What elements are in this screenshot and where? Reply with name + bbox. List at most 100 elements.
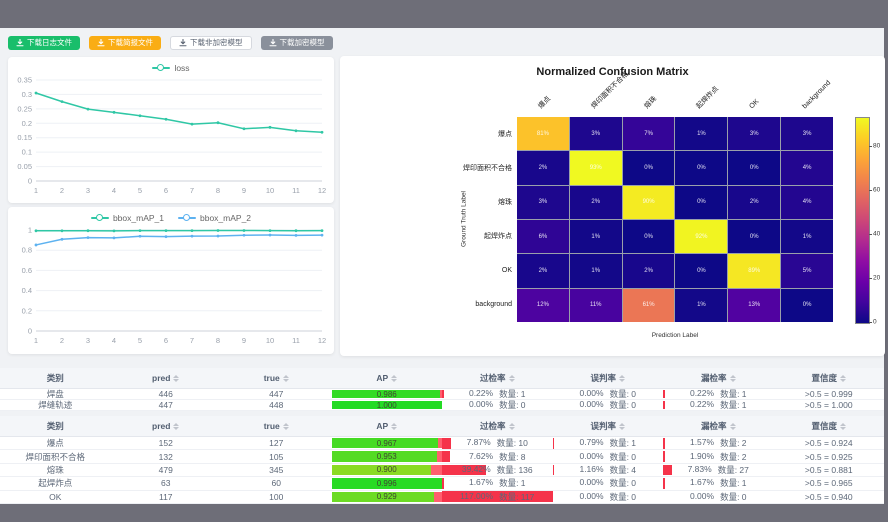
ap-value: 0.900 bbox=[376, 465, 397, 475]
sort-icon[interactable] bbox=[619, 374, 625, 382]
ap-bar bbox=[331, 491, 435, 502]
svg-text:0.05: 0.05 bbox=[17, 162, 32, 171]
metric-tables: 类别 pred true AP 过检率 误判率 漏检率 置信度 焊盘 446 447 0.986 0.2… bbox=[0, 368, 884, 509]
rate-percent: 0.00% bbox=[579, 490, 604, 501]
sort-icon[interactable] bbox=[729, 374, 736, 382]
cm-cell-0-5: 3% bbox=[781, 117, 833, 151]
header-AP[interactable]: AP bbox=[332, 416, 443, 436]
rate-count: 数量: 2 bbox=[720, 451, 747, 462]
toolbar: 下载日志文件 下载简报文件 下载非加密模型 下载加密模型 bbox=[8, 36, 333, 50]
svg-text:0.6: 0.6 bbox=[22, 266, 32, 275]
cm-cell-4-5: 5% bbox=[781, 254, 833, 288]
cm-col-label: 起焊炸点 bbox=[695, 85, 721, 111]
header-true[interactable]: true bbox=[221, 416, 332, 436]
ap-remainder-bar bbox=[436, 451, 442, 462]
cm-cell-3-4: 0% bbox=[728, 219, 781, 254]
header-AP[interactable]: AP bbox=[332, 368, 443, 388]
svg-text:9: 9 bbox=[242, 186, 246, 195]
confidence-cell: >0.5 = 0.940 bbox=[804, 491, 853, 502]
cm-cell-1-3: 0% bbox=[675, 151, 728, 185]
header-true[interactable]: true bbox=[221, 368, 332, 388]
svg-text:0: 0 bbox=[28, 177, 32, 186]
rate-percent: 1.67% bbox=[468, 477, 494, 488]
rate-bar bbox=[663, 400, 665, 410]
overkill-cell: 7.62% 数量: 8 bbox=[442, 450, 553, 463]
header-过检率[interactable]: 过检率 bbox=[442, 368, 553, 388]
download-button-4[interactable]: 下载加密模型 bbox=[260, 36, 333, 50]
download-button-3[interactable]: 下载非加密模型 bbox=[170, 36, 252, 50]
cm-colorbar-tick-label: 60 bbox=[873, 186, 881, 194]
cm-cell-4-3: 0% bbox=[675, 254, 728, 288]
rate-bar bbox=[552, 437, 554, 449]
legend-item-loss[interactable]: loss bbox=[152, 63, 190, 73]
download-icon bbox=[268, 39, 277, 47]
cm-cell-2-4: 2% bbox=[728, 185, 781, 219]
header-漏检率[interactable]: 漏检率 bbox=[663, 368, 774, 388]
rate-count: 数量: 10 bbox=[496, 438, 528, 449]
download-button-1[interactable]: 下载日志文件 bbox=[8, 36, 80, 50]
header-过检率[interactable]: 过检率 bbox=[442, 416, 553, 436]
rate-percent: 0.00% bbox=[468, 400, 494, 409]
svg-text:11: 11 bbox=[292, 186, 300, 195]
misjudge-cell: 1.16% 数量: 4 bbox=[552, 463, 664, 476]
rate-count: 数量: 0 bbox=[609, 389, 637, 399]
sort-icon[interactable] bbox=[619, 422, 625, 430]
svg-text:5: 5 bbox=[138, 336, 142, 345]
cm-row-label: OK bbox=[501, 267, 512, 275]
header-pred[interactable]: pred bbox=[111, 416, 222, 436]
miss-cell: 7.83% 数量: 27 bbox=[663, 464, 774, 476]
detail-table: 类别 pred true AP 过检率 误判率 漏检率 置信度 爆点 152 127 0.967 7.8… bbox=[0, 416, 884, 504]
cm-cell-2-3: 0% bbox=[675, 185, 728, 219]
rate-bar bbox=[663, 451, 666, 463]
legend-item-bbox_mAP_1[interactable]: bbox_mAP_1 bbox=[90, 213, 164, 223]
miss-cell: 0.00% 数量: 0 bbox=[663, 491, 774, 503]
svg-text:7: 7 bbox=[190, 336, 194, 345]
rate-value: 1.67% 数量: 1 bbox=[690, 477, 747, 489]
header-label: 置信度 bbox=[811, 373, 837, 383]
sort-icon[interactable] bbox=[173, 374, 180, 382]
cm-cell-0-0: 81% bbox=[517, 117, 569, 151]
download-button-2[interactable]: 下载简报文件 bbox=[89, 36, 161, 50]
rate-value: 7.87% 数量: 10 bbox=[467, 437, 528, 449]
rate-bar bbox=[552, 464, 554, 476]
summary-table: 类别 pred true AP 过检率 误判率 漏检率 置信度 焊盘 446 447 0.986 0.2… bbox=[0, 368, 884, 411]
cm-col-label: OK bbox=[748, 98, 761, 111]
header-漏检率[interactable]: 漏检率 bbox=[663, 416, 774, 436]
cm-row-label: 焊印面积不合格 bbox=[463, 164, 512, 172]
sort-icon[interactable] bbox=[840, 374, 846, 382]
legend-item-bbox_mAP_2[interactable]: bbox_mAP_2 bbox=[178, 213, 251, 223]
sort-icon[interactable] bbox=[840, 422, 846, 430]
sort-icon[interactable] bbox=[508, 374, 515, 382]
loss-legend-icon bbox=[152, 64, 171, 72]
download-icon bbox=[16, 39, 24, 47]
table-header-row: 类别 pred true AP 过检率 误判率 漏检率 置信度 bbox=[0, 416, 884, 437]
svg-text:0: 0 bbox=[28, 327, 32, 336]
header-label: 误判率 bbox=[590, 373, 616, 383]
rate-value: 0.22% 数量: 1 bbox=[469, 389, 526, 399]
sort-icon[interactable] bbox=[391, 422, 398, 430]
cm-cell-3-2: 0% bbox=[622, 219, 675, 254]
sort-icon[interactable] bbox=[729, 422, 736, 430]
sort-icon[interactable] bbox=[282, 422, 289, 430]
rate-percent: 7.83% bbox=[687, 463, 712, 474]
header-误判率[interactable]: 误判率 bbox=[553, 368, 664, 388]
cm-row-label: 爆点 bbox=[498, 130, 512, 138]
ap-remainder-bar bbox=[440, 389, 442, 399]
pred-cell: 152 bbox=[158, 438, 173, 449]
miss-cell: 1.67% 数量: 1 bbox=[663, 477, 774, 489]
header-label: 过检率 bbox=[479, 373, 506, 383]
header-置信度[interactable]: 置信度 bbox=[774, 416, 885, 436]
rate-percent: 1.16% bbox=[579, 463, 604, 474]
sort-icon[interactable] bbox=[173, 422, 180, 430]
true-cell: 127 bbox=[269, 438, 284, 449]
rate-bar bbox=[442, 437, 451, 449]
cm-row-label: background bbox=[475, 301, 512, 309]
cm-cell-3-1: 1% bbox=[569, 219, 622, 254]
ap-cell: 0.996 bbox=[331, 477, 442, 489]
sort-icon[interactable] bbox=[282, 374, 289, 382]
header-误判率[interactable]: 误判率 bbox=[553, 416, 664, 436]
header-置信度[interactable]: 置信度 bbox=[774, 368, 885, 388]
sort-icon[interactable] bbox=[391, 374, 398, 382]
header-pred[interactable]: pred bbox=[111, 368, 222, 388]
sort-icon[interactable] bbox=[508, 422, 515, 430]
